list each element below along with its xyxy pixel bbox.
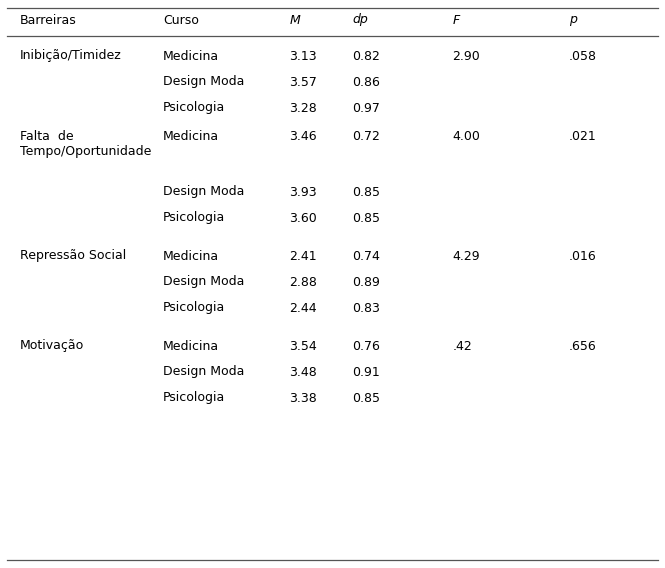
Text: 0.72: 0.72 xyxy=(352,130,380,143)
Text: 3.46: 3.46 xyxy=(289,130,317,143)
Text: p: p xyxy=(569,14,577,27)
Text: Psicologia: Psicologia xyxy=(163,391,225,404)
Text: 3.48: 3.48 xyxy=(289,365,317,378)
Text: 0.97: 0.97 xyxy=(352,102,380,115)
Text: 0.82: 0.82 xyxy=(352,49,380,62)
Text: Curso: Curso xyxy=(163,14,199,27)
Text: Barreiras: Barreiras xyxy=(20,14,76,27)
Text: 0.91: 0.91 xyxy=(352,365,380,378)
Text: M: M xyxy=(289,14,300,27)
Text: .42: .42 xyxy=(452,340,472,353)
Text: Design Moda: Design Moda xyxy=(163,275,244,289)
Text: .016: .016 xyxy=(569,249,597,262)
Text: 3.28: 3.28 xyxy=(289,102,317,115)
Text: 3.93: 3.93 xyxy=(289,186,317,198)
Text: 0.85: 0.85 xyxy=(352,391,380,404)
Text: 4.00: 4.00 xyxy=(452,130,480,143)
Text: 0.89: 0.89 xyxy=(352,275,380,289)
Text: Medicina: Medicina xyxy=(163,49,219,62)
Text: F: F xyxy=(452,14,460,27)
Text: Falta  de: Falta de xyxy=(20,130,74,143)
Text: 0.83: 0.83 xyxy=(352,302,380,315)
Text: 0.86: 0.86 xyxy=(352,76,380,89)
Text: Medicina: Medicina xyxy=(163,340,219,353)
Text: 3.54: 3.54 xyxy=(289,340,317,353)
Text: Psicologia: Psicologia xyxy=(163,102,225,115)
Text: 2.41: 2.41 xyxy=(289,249,317,262)
Text: .656: .656 xyxy=(569,340,597,353)
Text: Inibição/Timidez: Inibição/Timidez xyxy=(20,49,122,62)
Text: 3.60: 3.60 xyxy=(289,211,317,224)
Text: 0.74: 0.74 xyxy=(352,249,380,262)
Text: 4.29: 4.29 xyxy=(452,249,480,262)
Text: 2.90: 2.90 xyxy=(452,49,480,62)
Text: 0.85: 0.85 xyxy=(352,211,380,224)
Text: Design Moda: Design Moda xyxy=(163,76,244,89)
Text: Design Moda: Design Moda xyxy=(163,186,244,198)
Text: 0.85: 0.85 xyxy=(352,186,380,198)
Text: 0.76: 0.76 xyxy=(352,340,380,353)
Text: Psicologia: Psicologia xyxy=(163,302,225,315)
Text: Tempo/Oportunidade: Tempo/Oportunidade xyxy=(20,145,152,158)
Text: 3.57: 3.57 xyxy=(289,76,317,89)
Text: Motivação: Motivação xyxy=(20,340,84,353)
Text: .021: .021 xyxy=(569,130,597,143)
Text: 3.13: 3.13 xyxy=(289,49,317,62)
Text: Medicina: Medicina xyxy=(163,130,219,143)
Text: 3.38: 3.38 xyxy=(289,391,317,404)
Text: Psicologia: Psicologia xyxy=(163,211,225,224)
Text: Medicina: Medicina xyxy=(163,249,219,262)
Text: 2.88: 2.88 xyxy=(289,275,317,289)
Text: Repressão Social: Repressão Social xyxy=(20,249,126,262)
Text: 2.44: 2.44 xyxy=(289,302,317,315)
Text: Design Moda: Design Moda xyxy=(163,365,244,378)
Text: dp: dp xyxy=(352,14,368,27)
Text: .058: .058 xyxy=(569,49,597,62)
